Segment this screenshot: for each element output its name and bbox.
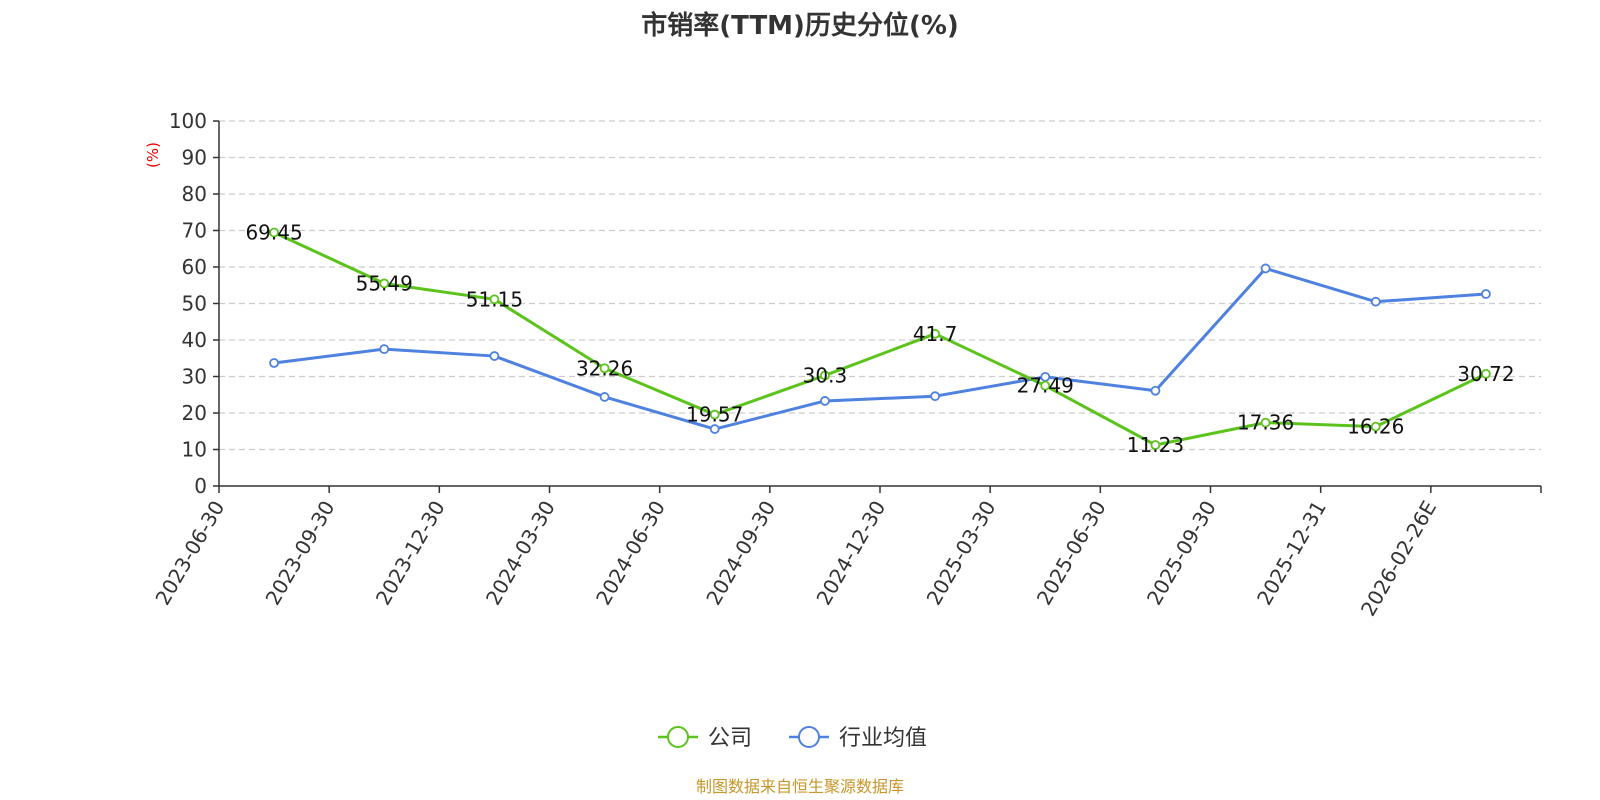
data-point[interactable] [820,370,830,381]
x-tick-label: 2026-02-26E [1356,497,1441,621]
data-point[interactable] [1040,380,1051,391]
x-tick-label: 2023-09-30 [261,497,340,610]
x-tick-label: 2024-03-30 [481,497,560,610]
data-point[interactable] [930,328,940,339]
data-label: 30.72 [1457,362,1514,386]
data-label: 19.57 [686,403,743,427]
series-line [273,231,1487,447]
x-tick-label: 2024-06-30 [591,497,670,610]
legend-marker [798,726,820,748]
data-point[interactable] [820,396,830,406]
data-label: 30.3 [803,363,848,387]
data-point[interactable] [1260,417,1271,428]
data-point[interactable] [489,294,500,305]
data-label: 17.36 [1237,411,1294,435]
data-point[interactable] [1150,385,1161,396]
y-tick-label: 0 [194,474,207,498]
data-point[interactable] [269,227,279,238]
data-point[interactable] [1260,263,1271,274]
chart-title: 市销率(TTM)历史分位(%) [641,10,959,41]
y-tick-label: 50 [182,292,207,316]
y-tick-label: 30 [182,365,207,389]
data-point[interactable] [269,358,279,368]
x-tick-label: 2025-06-30 [1032,497,1111,610]
data-label: 16.26 [1347,415,1404,439]
data-point[interactable] [709,424,720,434]
data-point[interactable] [1370,421,1381,432]
y-tick-label: 40 [182,328,207,352]
y-tick-label: 70 [182,219,207,243]
data-label: 55.49 [356,271,413,295]
source-note: 制图数据来自恒生聚源数据库 [696,777,904,796]
data-labels: 69.45 55.49 51.15 32.26 19.57 30.3 41.7 27.49 11… [245,221,1514,458]
data-point[interactable] [709,409,720,420]
data-label: 32.26 [576,356,633,380]
data-point[interactable] [1150,440,1161,450]
y-tick-label: 10 [182,438,207,462]
data-point[interactable] [489,351,500,361]
data-point[interactable] [599,363,610,374]
legend-label: 公司 [708,726,752,751]
x-tick-label: 2024-09-30 [701,497,780,610]
series-industry [269,263,1491,434]
axes [213,120,1542,493]
data-label: 41.7 [913,322,958,346]
y-tick-label: 80 [182,182,207,206]
y-tick-label: 60 [182,255,207,279]
series-company [269,227,1491,450]
data-point[interactable] [930,391,940,402]
x-tick-label: 2025-12-31 [1252,497,1331,610]
grid-lines [219,120,1541,451]
legend-marker [667,726,689,748]
y-tick-label: 100 [169,109,207,133]
legend-item-industry[interactable]: 行业均值 [789,726,927,751]
data-point[interactable] [379,344,390,355]
data-point[interactable] [1370,296,1381,307]
data-point[interactable] [1481,289,1491,299]
data-label: 27.49 [1017,374,1074,398]
x-tick-label: 2025-09-30 [1142,497,1221,610]
data-point[interactable] [1481,368,1491,379]
y-axis-label: (%) [144,142,162,168]
series [269,227,1491,450]
y-tick-labels: 0 10 20 30 40 50 60 70 80 90 100 [169,109,207,498]
x-tick-labels: 2023-06-30 2023-09-30 2023-12-30 2024-03-30… [150,497,1441,621]
x-tick-label: 2023-06-30 [150,497,229,610]
y-tick-label: 20 [182,401,207,425]
y-tick-label: 90 [182,146,207,170]
data-label: 51.15 [466,287,523,311]
x-tick-label: 2023-12-30 [371,497,450,610]
data-point[interactable] [379,278,390,289]
x-tick-label: 2024-12-30 [811,497,890,610]
data-label: 69.45 [245,221,302,245]
data-label: 11.23 [1127,433,1184,457]
x-tick-label: 2025-03-30 [922,497,1001,610]
series-line [273,266,1487,431]
legend-item-company[interactable]: 公司 [658,726,752,751]
legend: 公司 行业均值 [658,726,927,751]
legend-label: 行业均值 [839,726,927,751]
data-point[interactable] [599,392,610,402]
